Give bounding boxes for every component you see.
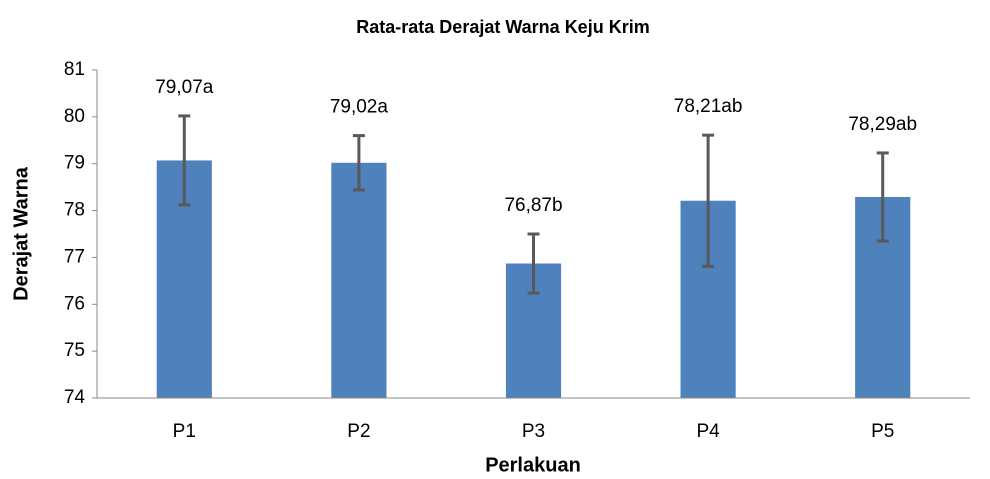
error-bar (178, 114, 191, 207)
y-tick-label: 79 (64, 153, 85, 174)
data-label: 79,02a (330, 97, 389, 118)
y-tick-label: 74 (64, 387, 86, 408)
y-tick-label: 76 (64, 293, 85, 314)
data-label: 76,87b (504, 195, 562, 216)
y-tick-label: 75 (64, 340, 85, 361)
data-label: 78,29ab (848, 114, 917, 135)
x-axis-label: Perlakuan (485, 454, 581, 476)
chart-title: Rata-rata Derajat Warna Keju Krim (356, 17, 649, 37)
y-axis-label: Derajat Warna (10, 166, 32, 301)
x-tick-label: P2 (347, 421, 370, 442)
error-bar (702, 133, 715, 268)
data-label: 79,07a (155, 77, 214, 98)
y-tick-label: 80 (64, 106, 85, 127)
x-tick-label: P3 (522, 421, 545, 442)
error-bar (527, 232, 540, 295)
x-tick-label: P4 (696, 421, 720, 442)
y-tick-label: 81 (64, 59, 85, 80)
data-label: 78,21ab (674, 96, 743, 117)
error-bar (876, 151, 889, 243)
x-tick-label: P5 (871, 421, 894, 442)
x-tick-label: P1 (173, 421, 196, 442)
bar (331, 162, 387, 398)
y-tick-label: 77 (64, 246, 85, 267)
y-tick-label: 78 (64, 200, 85, 221)
error-bar (352, 134, 365, 192)
